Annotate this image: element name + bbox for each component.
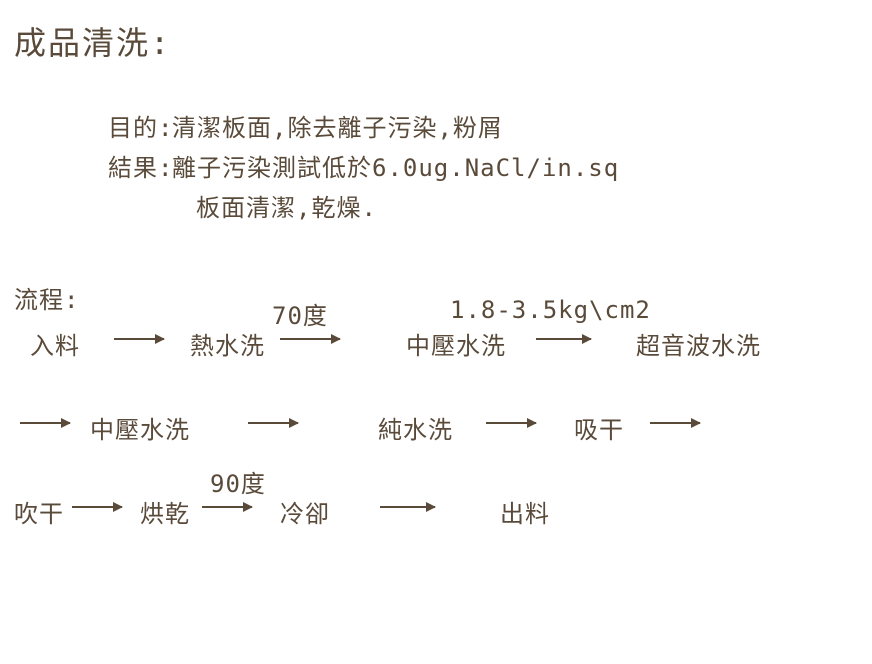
node-mid-pressure-wash-2: 中壓水洗 — [90, 410, 190, 445]
arrow — [202, 506, 252, 508]
result-label: 結果: — [108, 148, 173, 183]
purpose-text: 清潔板面,除去離子污染,粉屑 — [172, 108, 503, 143]
param-bake: 90度 — [210, 464, 266, 499]
arrow — [20, 422, 70, 424]
node-hot-wash: 熱水洗 — [190, 326, 265, 361]
param-mid-pressure: 1.8-3.5kg\cm2 — [450, 296, 651, 324]
node-input: 入料 — [30, 326, 80, 361]
node-cool: 冷卻 — [280, 494, 330, 529]
page-title: 成品清洗: — [14, 18, 171, 64]
arrow — [248, 422, 298, 424]
flow-label: 流程: — [14, 280, 79, 315]
arrow — [280, 338, 340, 340]
node-blow-dry: 吹干 — [14, 494, 64, 529]
arrow — [72, 506, 122, 508]
process-flow-document: { "title": "成品清洗:", "purpose_label": "目的… — [0, 0, 872, 664]
param-hot-wash: 70度 — [272, 296, 328, 331]
node-ultrasonic-wash: 超音波水洗 — [636, 326, 761, 361]
arrow — [486, 422, 536, 424]
arrow — [380, 506, 435, 508]
node-mid-pressure-wash-1: 中壓水洗 — [406, 326, 506, 361]
node-output: 出料 — [500, 494, 550, 529]
purpose-label: 目的: — [108, 108, 173, 143]
node-suck-dry: 吸干 — [574, 410, 624, 445]
arrow — [650, 422, 700, 424]
result-line2: 板面清潔,乾燥. — [196, 188, 377, 223]
node-pure-water-wash: 純水洗 — [378, 410, 453, 445]
result-line1: 離子污染測試低於6.0ug.NaCl/in.sq — [172, 148, 619, 183]
arrow — [114, 338, 164, 340]
node-bake-dry: 烘乾 — [140, 494, 190, 529]
arrow — [536, 338, 591, 340]
